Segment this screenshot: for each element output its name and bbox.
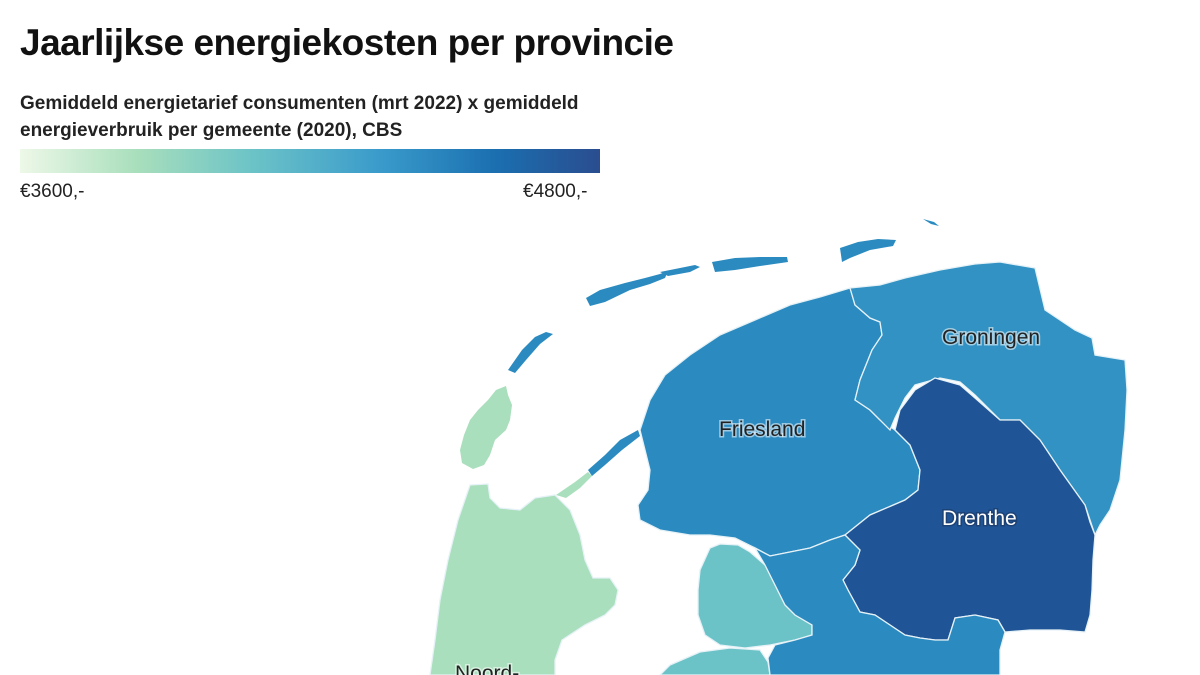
label-noord-holland: Noord- — [455, 662, 519, 675]
legend-max-label: €4800,- — [523, 181, 588, 202]
province-flevoland-south[interactable] — [659, 647, 771, 675]
map-subtitle: Gemiddeld energietarief consumenten (mrt… — [20, 93, 579, 141]
wadden-islands — [460, 219, 939, 498]
map-title: Jaarlijkse energiekosten per provincie — [20, 22, 674, 63]
province-overijssel[interactable] — [753, 534, 1006, 675]
province-noord-holland[interactable] — [429, 483, 619, 675]
label-drenthe: Drenthe — [942, 507, 1017, 530]
color-scale-legend — [20, 149, 600, 173]
legend-min-label: €3600,- — [20, 181, 85, 202]
label-groningen: Groningen — [942, 326, 1040, 349]
label-friesland: Friesland — [719, 418, 805, 441]
